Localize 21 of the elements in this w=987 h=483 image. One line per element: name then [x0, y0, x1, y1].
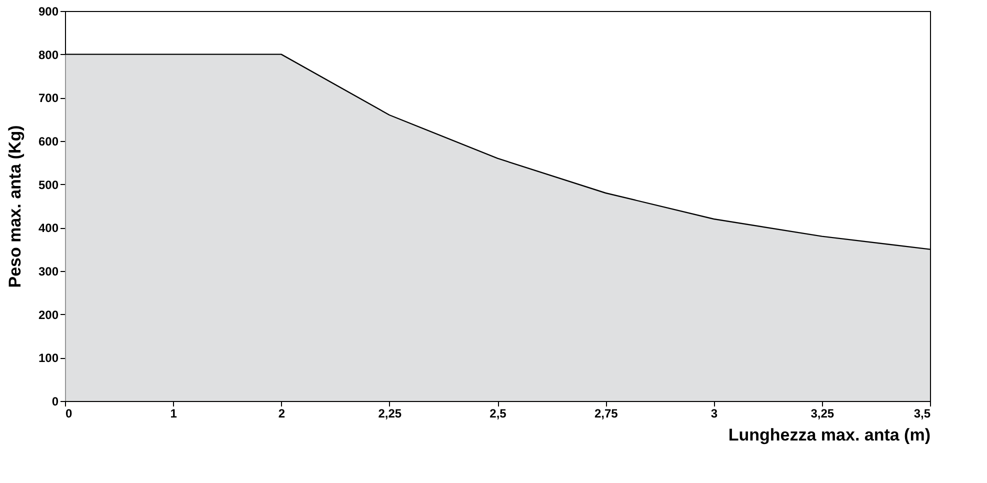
x-tick-label: 1 [170, 406, 178, 420]
y-axis-title: Peso max. anta (Kg) [5, 125, 24, 288]
y-tick-label: 700 [38, 91, 59, 106]
y-tick-label: 400 [38, 221, 59, 236]
x-tick-label: 3,5 [914, 406, 931, 420]
x-tick-label: 0 [66, 406, 72, 420]
x-tick-label: 3 [710, 406, 718, 420]
y-tick-label: 500 [38, 178, 59, 192]
y-tick-label: 300 [38, 264, 59, 278]
y-tick-label: 100 [38, 351, 59, 366]
x-axis-title: Lunghezza max. anta (m) [728, 426, 930, 444]
x-tick-label: 3,25 [810, 406, 834, 420]
y-tick-label: 600 [38, 134, 59, 148]
y-tick-label: 800 [38, 48, 59, 62]
x-tick-label: 2,25 [378, 406, 402, 420]
x-tick-label: 2 [278, 406, 286, 420]
y-tick-label: 200 [38, 308, 59, 322]
y-tick-label: 900 [38, 4, 59, 18]
x-tick-label: 2,75 [594, 406, 618, 420]
x-tick-label: 2,5 [490, 406, 507, 420]
y-tick-label: 0 [52, 394, 59, 408]
